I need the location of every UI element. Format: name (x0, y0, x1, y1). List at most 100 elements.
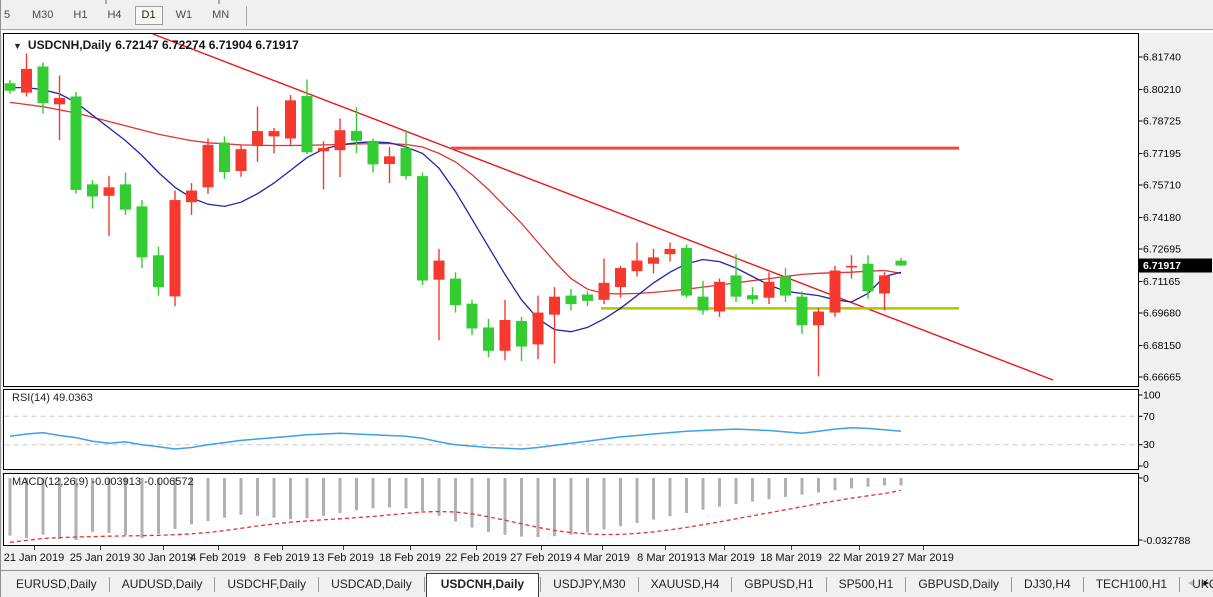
date-axis-label: 22 Feb 2019 (445, 552, 507, 564)
candle-body (4, 83, 16, 91)
candle-body (87, 184, 98, 197)
timeframe-button-H4[interactable]: H4 (107, 9, 122, 21)
candle-body (730, 275, 742, 297)
macd-histogram-bar (91, 478, 94, 532)
chart-tab-eurusd-daily[interactable]: EURUSD,Daily (16, 577, 97, 591)
chart-tab-usdjpy-m30[interactable]: USDJPY,M30 (553, 577, 626, 591)
timeframe-button-M30[interactable]: M30 (32, 9, 54, 21)
macd-histogram-bar (751, 478, 754, 502)
macd-label: MACD(12,26,9) -0.003913 -0.006572 (12, 476, 194, 488)
chart-tab-usdcnh-daily[interactable]: USDCNH,Daily (425, 573, 540, 597)
date-axis-tick (34, 546, 35, 550)
macd-panel[interactable]: 0 -0.032788 (1, 473, 1213, 547)
tab-separator (637, 577, 639, 592)
candle-body (400, 148, 412, 177)
candle-body (466, 303, 478, 329)
rsi-axis-label: 0 (1143, 459, 1149, 471)
timeframe-button-W1[interactable]: W1 (175, 9, 193, 21)
rsi-axis-label: 30 (1143, 439, 1155, 451)
price-axis-label: 6.66665 (1143, 372, 1181, 384)
candle-body (268, 131, 280, 137)
candle-body (598, 282, 610, 300)
candle-body (202, 144, 214, 188)
macd-histogram-bar (718, 478, 721, 507)
chart-tab-xauusd-h4[interactable]: XAUUSD,H4 (650, 577, 720, 591)
tab-separator (905, 577, 907, 592)
chart-tab-tech100-h1[interactable]: TECH100,H1 (1095, 577, 1168, 591)
date-axis-label: 8 Mar 2019 (637, 552, 693, 564)
macd-histogram-bar (107, 478, 111, 533)
timeframe-button-MN[interactable]: MN (212, 9, 230, 21)
macd-histogram-bar (157, 478, 160, 534)
tab-separator (318, 577, 320, 592)
slow-moving-average-line (9, 101, 902, 295)
main-chart-panel[interactable]: 6.81740 6.80210 6.78725 6.77195 6.75710 6.741… (1, 33, 1213, 389)
timeframe-toolbar: 5 M30 H1 H4 D1 W1 MN (1, 4, 1213, 29)
price-axis-label: 6.75710 (1143, 180, 1181, 192)
chart-tab-gbpusd-daily[interactable]: GBPUSD,Daily (918, 577, 1000, 591)
candle-body (235, 149, 247, 171)
candle-body (285, 100, 296, 139)
candle-body (813, 311, 824, 326)
descending-trendline[interactable] (152, 33, 1054, 381)
price-axis-label: 6.78725 (1143, 116, 1181, 128)
rsi-axis-label: 100 (1143, 390, 1161, 402)
tab-separator (1179, 577, 1181, 592)
macd-histogram-bar (371, 478, 375, 509)
macd-histogram-bar (701, 478, 705, 510)
chart-tab-usdcad-daily[interactable]: USDCAD,Daily (331, 577, 412, 591)
candle-body (103, 187, 115, 196)
chart-symbol-label: USDCNH,Daily (27, 38, 112, 52)
date-axis-tick (218, 546, 219, 550)
candle-body (417, 176, 428, 281)
candle-body (829, 270, 841, 313)
candle-body (21, 68, 32, 93)
macd-histogram-bar (487, 478, 490, 532)
toolbar-top-strip (1, 0, 1213, 4)
timeframe-button-D1[interactable]: D1 (134, 6, 163, 25)
tab-separator (825, 577, 827, 592)
candle-body (565, 295, 577, 305)
macd-histogram-bar (668, 478, 672, 517)
rsi-surface[interactable] (3, 389, 1139, 470)
rsi-line (9, 426, 902, 450)
candle-body (895, 260, 907, 266)
tab-separator (214, 577, 216, 592)
macd-histogram-bar (41, 478, 45, 535)
macd-histogram-bar (470, 478, 474, 528)
tab-scroll-right-icon[interactable]: ▸ (1203, 577, 1209, 589)
price-axis-label: 6.69680 (1143, 308, 1181, 320)
main-chart-surface[interactable] (3, 33, 1139, 387)
macd-histogram-bar (388, 478, 391, 508)
chart-tab-ukc[interactable]: UKC (1192, 577, 1213, 591)
macd-histogram-bar (124, 478, 127, 536)
chart-tab-gbpusd-h1[interactable]: GBPUSD,H1 (744, 577, 814, 591)
timeframe-button-5[interactable]: 5 (4, 9, 11, 21)
chart-dropdown-icon[interactable]: ▼ (13, 41, 22, 51)
candle-body (846, 265, 857, 268)
rsi-label: RSI(14) 49.0363 (12, 392, 93, 404)
rsi-panel[interactable]: 100 70 30 0 (1, 389, 1213, 472)
date-axis-tick (602, 546, 603, 550)
chart-tab-dj30-h4[interactable]: DJ30,H4 (1024, 577, 1071, 591)
tab-separator (423, 577, 425, 592)
date-axis-tick (859, 546, 860, 550)
tab-separator (731, 577, 733, 592)
date-axis-label: 25 Jan 2019 (69, 552, 131, 564)
date-axis-label: 4 Mar 2019 (574, 552, 630, 564)
candle-body (582, 294, 593, 301)
chart-tab-sp500-h1[interactable]: SP500,H1 (838, 577, 894, 591)
candle-body (681, 247, 692, 296)
macd-histogram-bar (322, 478, 325, 516)
macd-histogram-bar (767, 478, 771, 500)
macd-histogram-bar (58, 478, 61, 539)
candle-body (334, 130, 346, 151)
timeframe-button-H1[interactable]: H1 (73, 9, 88, 21)
tab-separator (1011, 577, 1013, 592)
macd-histogram-bar (602, 478, 606, 530)
chart-tab-audusd-daily[interactable]: AUDUSD,Daily (121, 577, 203, 591)
chart-tab-usdchf-daily[interactable]: USDCHF,Daily (227, 577, 307, 591)
tab-scroll-left-icon[interactable]: ◂ (1187, 577, 1194, 589)
macd-histogram-bar (289, 478, 292, 520)
